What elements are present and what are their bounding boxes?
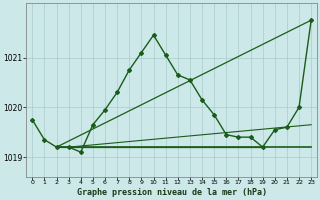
X-axis label: Graphe pression niveau de la mer (hPa): Graphe pression niveau de la mer (hPa): [77, 188, 267, 197]
